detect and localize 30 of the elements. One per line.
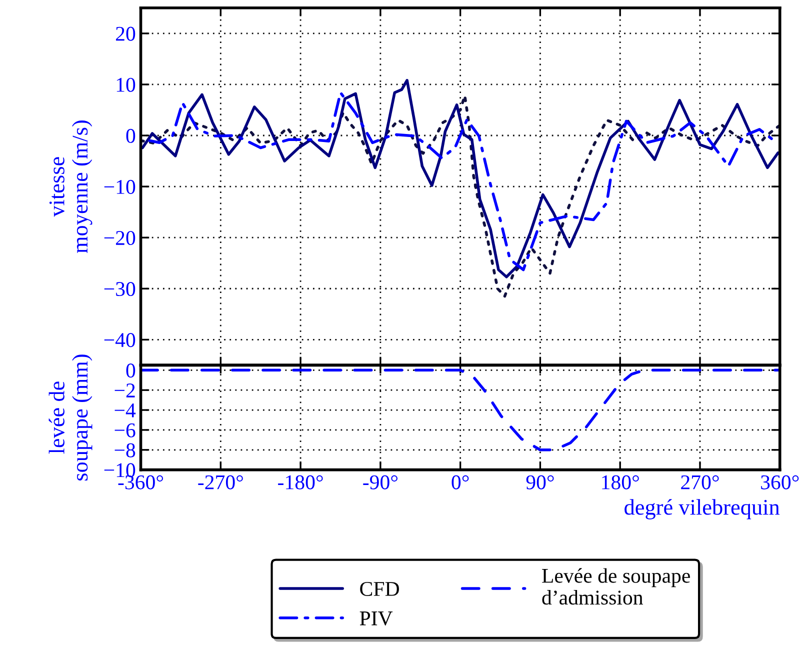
y-tick-label: 0: [126, 364, 136, 378]
line-series: [140, 368, 780, 452]
legend-label: CFD: [360, 582, 399, 596]
x-tick-label: -270°: [198, 475, 243, 490]
y-tick-label: 0: [126, 128, 136, 143]
y-tick-label: 10: [116, 78, 136, 92]
x-tick-label: 0°: [452, 475, 469, 490]
x-tick-label: 270°: [681, 475, 719, 490]
x-tick-label: 180°: [602, 475, 639, 490]
y-tick-label: −4: [114, 404, 136, 418]
x-tick-label: -180°: [278, 475, 323, 490]
y-tick-label: −2: [114, 384, 135, 398]
y-tick-label: −40: [104, 333, 136, 348]
x-axis-title: degré vilebrequin: [624, 499, 780, 520]
y-tick-label: −8: [114, 443, 136, 458]
line-series: [140, 94, 780, 298]
x-tick-label: -90°: [363, 475, 398, 490]
y-axis-title: vitesse moyenne (m/s): [49, 120, 92, 254]
y-tick-label: −10: [104, 463, 136, 478]
y-axis-title: levée de soupape (mm): [48, 354, 92, 480]
y-tick-label: −20: [104, 230, 136, 246]
legend-label: Levée de soupape d’admission: [542, 568, 690, 605]
y-tick-label: 20: [116, 26, 136, 41]
x-tick-label: 360°: [761, 475, 799, 490]
x-tick-label: -360°: [118, 475, 164, 490]
y-tick-label: −30: [104, 282, 136, 296]
y-tick-label: −10: [104, 180, 136, 194]
legend-label: PIV: [360, 612, 393, 626]
y-tick-label: −6: [114, 423, 136, 438]
x-tick-label: 90°: [526, 475, 554, 490]
